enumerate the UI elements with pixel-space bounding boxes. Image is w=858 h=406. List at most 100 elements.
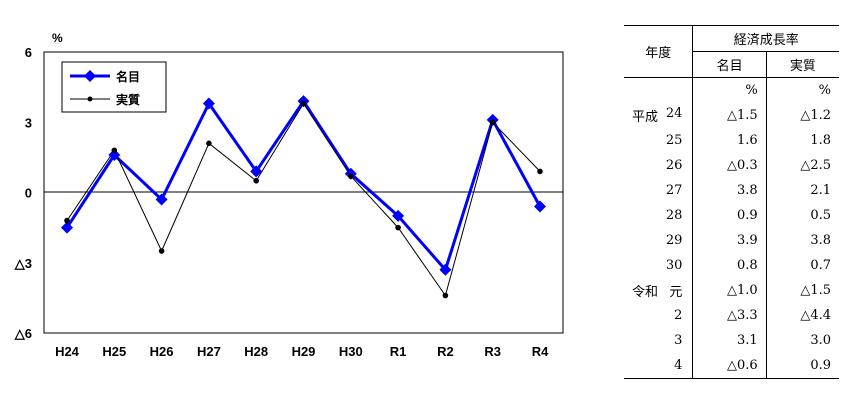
table-cell-year: 平成 24 [624, 103, 694, 128]
growth-rate-chart: % 630△3△6 H24 H25 H26 H27 H28 H29 H30 R1 R2 R3 R4 … [14, 31, 564, 359]
table-row: 4 △0.6 0.9 [624, 353, 839, 379]
table-cell-nominal: 3.1 [692, 328, 767, 353]
table-cell-real: 0.7 [810, 258, 831, 273]
x-tick-label: H24 [55, 344, 80, 359]
table-cell-nominal: △0.3 [692, 153, 767, 178]
year-label: 3 [674, 333, 683, 348]
y-tick-label: 3 [25, 115, 32, 130]
point-nominal [250, 165, 263, 178]
table-cell-nominal: 0.8 [692, 253, 767, 278]
era-label: 平成 [632, 110, 659, 125]
point-nominal [439, 263, 452, 276]
legend-real-marker [87, 96, 93, 102]
table-cell-nominal: 3.8 [692, 178, 767, 203]
table-cell-year: 30 [624, 253, 694, 278]
table-header-nominal: 名目 [692, 51, 767, 78]
table-cell-year: 4 [624, 353, 694, 379]
table-cell-nominal: △1.0 [692, 278, 767, 303]
table-cell-nominal: △1.5 [692, 103, 767, 128]
point-real [442, 292, 449, 299]
table-cell-year: 2 [624, 303, 694, 328]
table-header-rate: 経済成長率 [692, 25, 839, 52]
table-cell-year: 25 [624, 128, 694, 153]
x-tick-label: H28 [244, 344, 268, 359]
table-header-year: 年度 [624, 25, 694, 78]
x-tick-label: H29 [292, 344, 316, 359]
table-cell-real: 1.8 [810, 133, 831, 148]
year-label: 元 [669, 285, 683, 300]
table-row: 3 3.1 3.0 [624, 328, 839, 353]
table-cell-year: 26 [624, 153, 694, 178]
x-tick-label: H26 [150, 344, 174, 359]
point-real [395, 224, 401, 231]
point-nominal [392, 209, 405, 222]
year-label: 2 [674, 308, 683, 323]
table-cell-nominal: △0.6 [692, 353, 767, 379]
table-cell-nominal: 0.9 [692, 203, 767, 228]
x-axis-ticks: H24 H25 H26 H27 H28 H29 H30 R1 R2 R3 R4 [55, 344, 549, 359]
x-tick-label: H30 [339, 344, 363, 359]
era-label: 令和 [632, 285, 659, 300]
x-tick-label: R2 [437, 344, 454, 359]
table-row: 令和元 △1.0 △1.5 [624, 278, 839, 303]
table-row: 26 △0.3 △2.5 [624, 153, 839, 178]
table-row: 27 3.8 2.1 [624, 178, 839, 203]
table-row: 25 1.6 1.8 [624, 128, 839, 153]
table-cell-real: △1.5 [800, 283, 831, 298]
year-label: 28 [665, 208, 683, 223]
point-real [489, 119, 496, 126]
unit-real: % [818, 83, 831, 98]
table-cell-real: △4.4 [800, 308, 831, 323]
series-lines [61, 95, 546, 299]
point-real [64, 217, 70, 224]
legend-real-label: 実質 [116, 92, 140, 107]
y-tick-label: △3 [14, 256, 32, 271]
y-tick-label: 0 [25, 186, 32, 201]
table-cell-real: 3.0 [810, 333, 831, 348]
table-cell-nominal: 1.6 [692, 128, 767, 153]
growth-rate-table: 年度 経済成長率 名目 実質 % % 平成 24 △1.5 △1.2 25 1.6 1.8 2… [624, 25, 839, 379]
table-cell-real: △1.2 [800, 108, 831, 123]
point-real [300, 100, 307, 107]
table-row: 28 0.9 0.5 [624, 203, 839, 228]
year-label: 4 [674, 358, 683, 373]
y-tick-label: 6 [25, 45, 32, 60]
y-axis-ticks: 6 3 0 △3 △6 [14, 45, 32, 341]
point-real [158, 248, 165, 254]
unit-nominal: % [692, 77, 767, 103]
unit-row-blank [624, 77, 694, 103]
legend-nominal-label: 名目 [116, 69, 140, 84]
point-nominal [202, 97, 215, 110]
x-tick-label: R4 [532, 344, 549, 359]
table-cell-year: 3 [624, 328, 694, 353]
table-row: 29 3.9 3.8 [624, 228, 839, 253]
year-label: 24 [665, 106, 683, 121]
table-cell-year: 28 [624, 203, 694, 228]
point-real [253, 177, 259, 184]
year-label: 25 [665, 133, 683, 148]
table-cell-year: 29 [624, 228, 694, 253]
point-nominal [61, 221, 73, 234]
point-real [206, 140, 212, 147]
point-real [537, 168, 543, 175]
table-row: 2 △3.3 △4.4 [624, 303, 839, 328]
year-label: 27 [665, 183, 683, 198]
table-row: 30 0.8 0.7 [624, 253, 839, 278]
table-cell-nominal: △3.3 [692, 303, 767, 328]
point-nominal [534, 200, 546, 213]
table-cell-real: 0.9 [766, 353, 839, 379]
point-real [111, 147, 118, 154]
legend: 名目 実質 [61, 61, 167, 113]
x-tick-label: H27 [197, 344, 221, 359]
point-nominal [108, 149, 121, 162]
legend-box [61, 61, 167, 113]
legend-nominal-marker [84, 70, 96, 82]
table-cell-real: 3.8 [810, 233, 831, 248]
x-tick-label: R1 [390, 344, 407, 359]
year-label: 29 [665, 233, 683, 248]
x-tick-label: R3 [484, 344, 501, 359]
point-nominal [155, 193, 168, 206]
table-header-real: 実質 [766, 51, 839, 78]
x-tick-label: H25 [102, 344, 126, 359]
table-cell-real: 0.5 [810, 208, 831, 223]
